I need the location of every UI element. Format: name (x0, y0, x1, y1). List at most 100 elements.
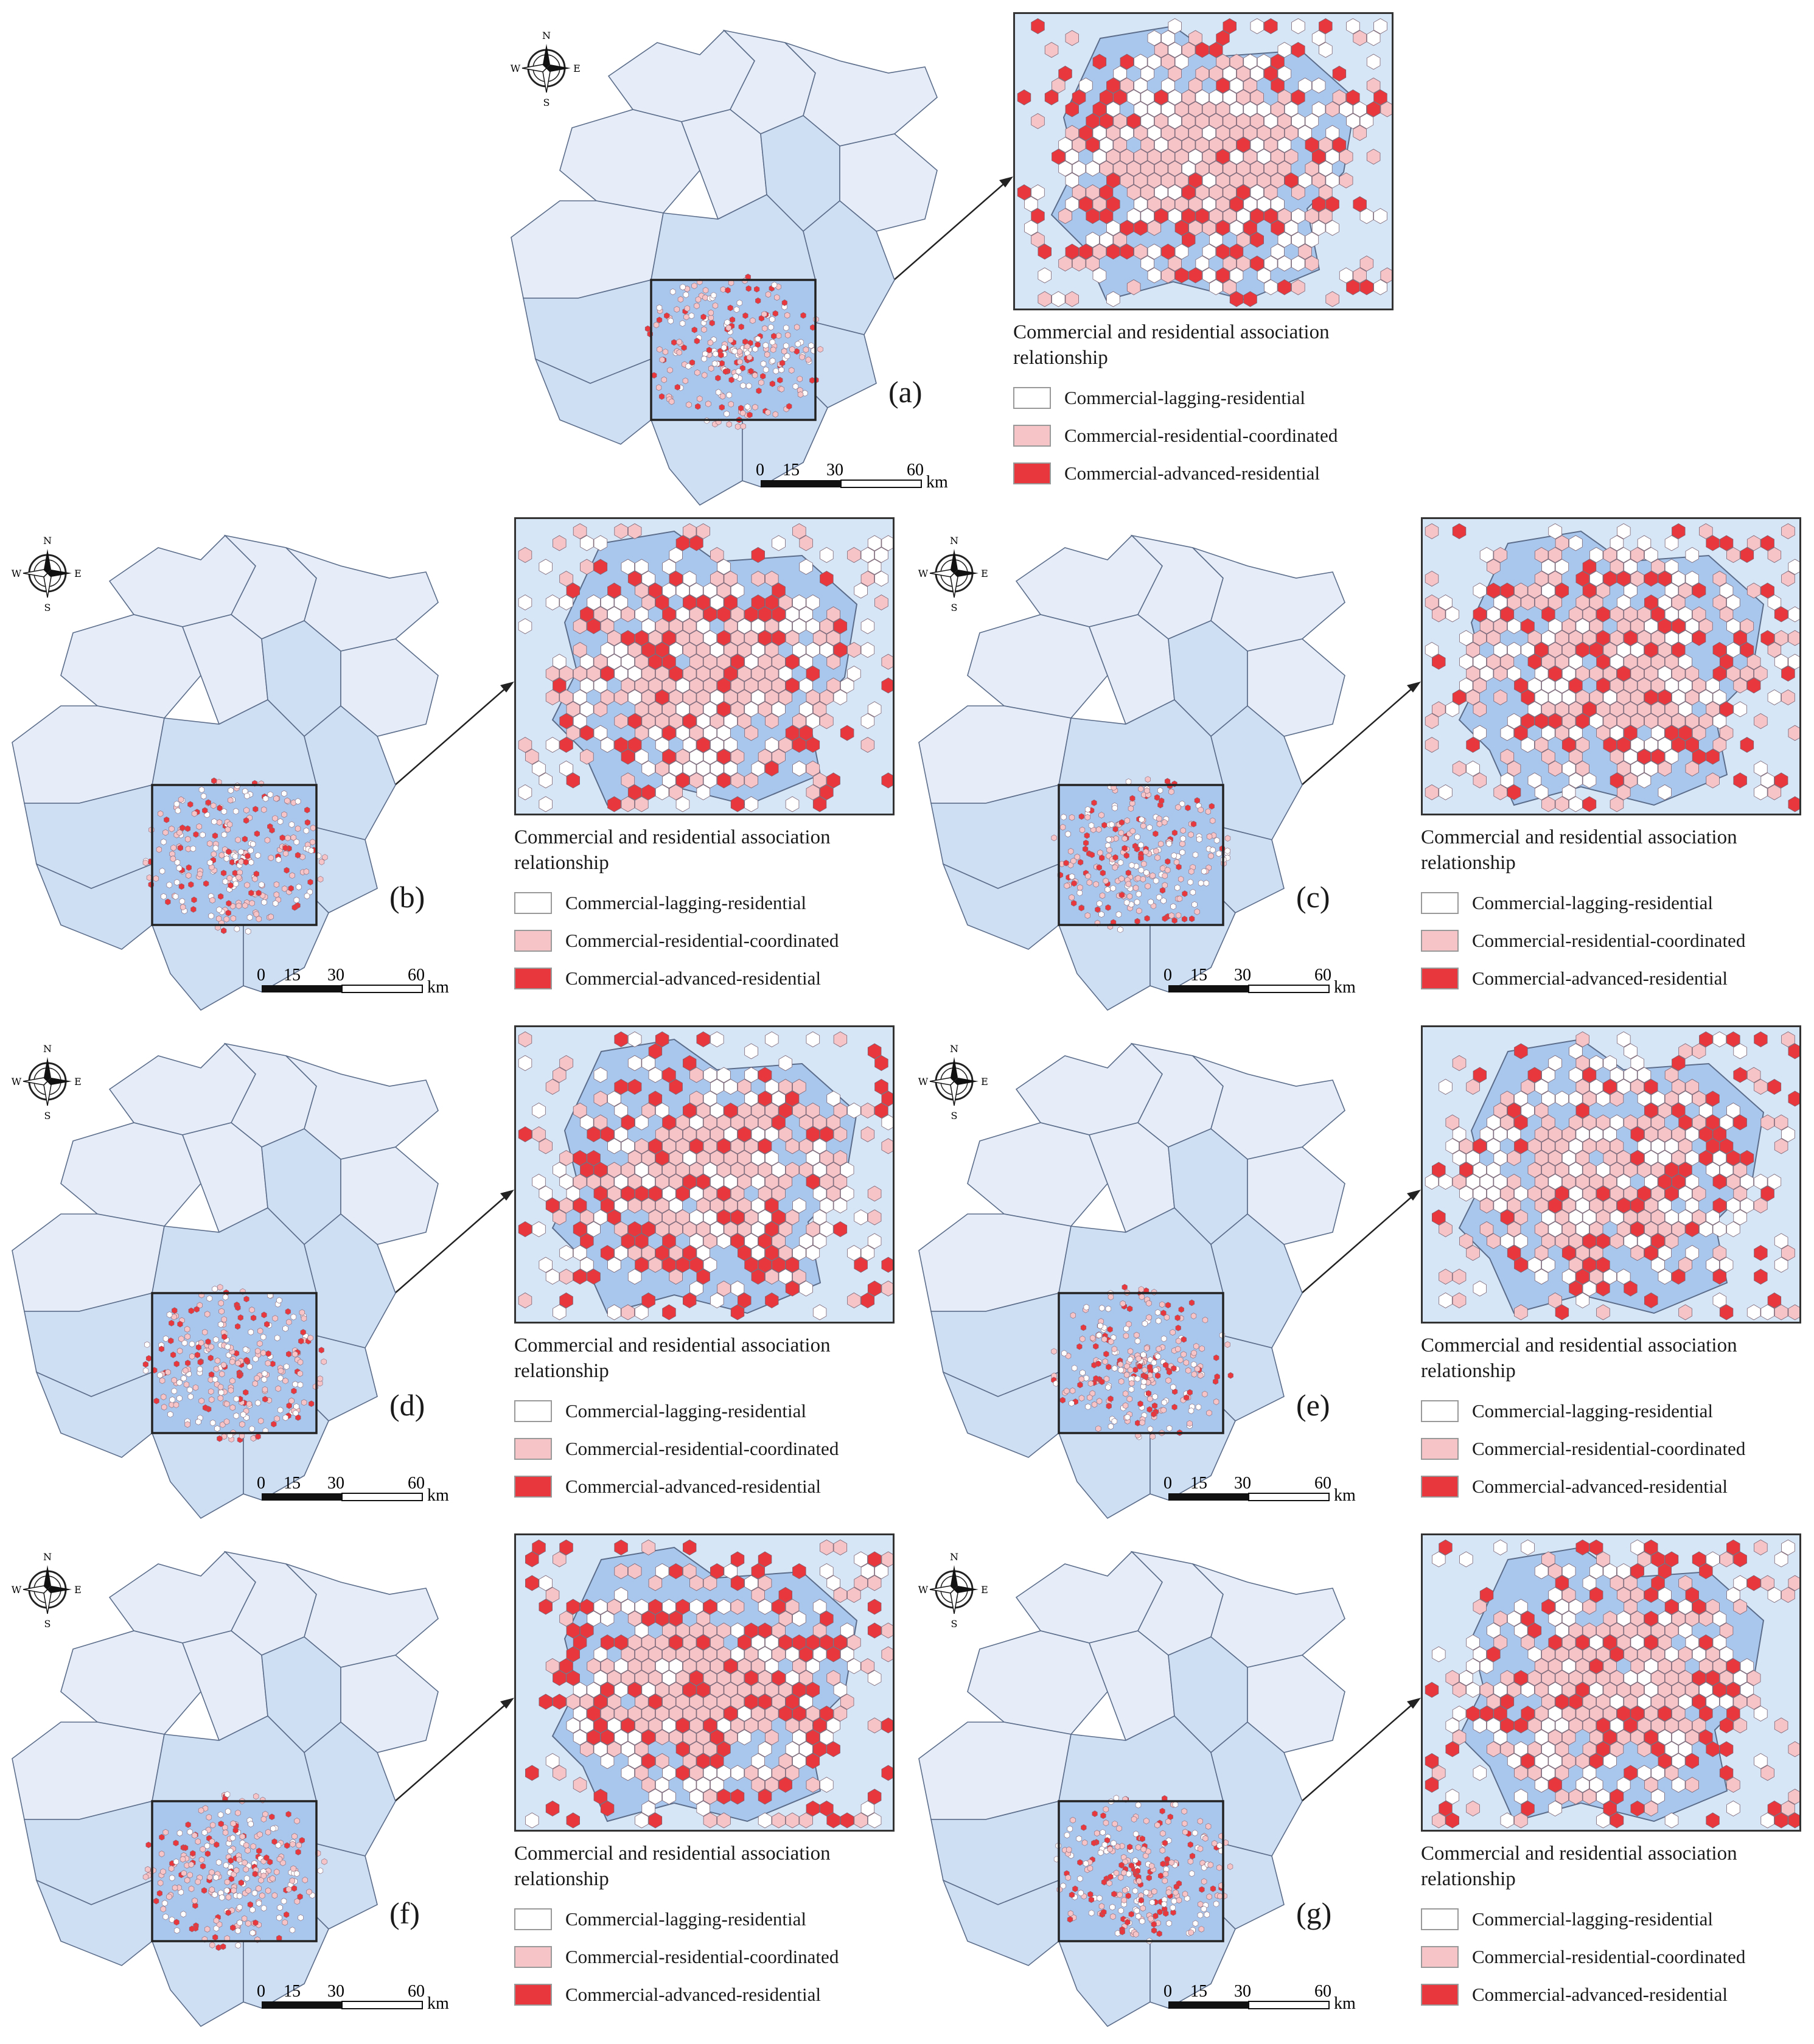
hex-cell (724, 1126, 738, 1142)
hex-cell (737, 1221, 752, 1237)
hex-cell (1569, 796, 1583, 812)
hex-cell (1223, 184, 1237, 200)
hex-cell (795, 341, 801, 347)
hex-cell (1569, 1185, 1583, 1202)
hex-cell (1658, 571, 1672, 587)
hex-cell (1596, 1209, 1610, 1226)
hex-cell (778, 1245, 793, 1261)
hex-cell (1165, 858, 1171, 865)
hex-cell (593, 1646, 608, 1662)
hex-cell (1096, 826, 1102, 833)
hex-cell (243, 1842, 249, 1849)
hex-cell (277, 1375, 284, 1382)
hex-cell (1644, 1292, 1658, 1308)
hex-cell (662, 606, 676, 623)
hex-cell (1754, 1540, 1768, 1555)
hex-cell (1589, 1174, 1603, 1190)
hex-cell (1500, 1693, 1515, 1710)
hex-cell (1493, 1729, 1507, 1745)
hex-cell (1541, 559, 1555, 575)
hex-cell (689, 1717, 703, 1734)
hex-cell (1746, 1067, 1761, 1083)
hex-cell (307, 888, 313, 896)
hex-cell (1140, 1846, 1146, 1853)
compass-s: S (44, 602, 51, 613)
hex-cell (656, 304, 663, 312)
hex-cell (799, 1280, 813, 1297)
hex-cell (1685, 1634, 1700, 1650)
hex-cell (689, 582, 703, 599)
hex-cell (1137, 1400, 1143, 1407)
hex-cell (1726, 1174, 1740, 1190)
hex-cell (1664, 1741, 1679, 1757)
hex-cell (840, 1693, 854, 1710)
hex-cell (207, 859, 213, 867)
hex-cell (238, 858, 244, 865)
hex-cell (184, 1326, 190, 1333)
hex-cell (1610, 1138, 1624, 1154)
hex-cell (1373, 18, 1387, 34)
hex-cell (1149, 1899, 1156, 1906)
hex-cell (1616, 1777, 1631, 1793)
hex-cell (1168, 788, 1174, 795)
hex-cell (1569, 1067, 1583, 1083)
hex-cell (725, 287, 731, 294)
hex-cell (772, 630, 786, 646)
hex-cell (1610, 1717, 1624, 1734)
hex-cell (778, 689, 793, 705)
hex-cell (184, 1333, 190, 1340)
hex-cell (792, 761, 806, 776)
hex-cell (243, 1389, 249, 1396)
hex-cell (820, 1706, 834, 1721)
hex-cell (682, 737, 697, 753)
hex-cell (1521, 1634, 1535, 1650)
hex-cell (1125, 881, 1132, 888)
hex-cell (593, 1185, 608, 1202)
hex-cell (1148, 1915, 1154, 1922)
hex-cell (1672, 1221, 1686, 1237)
hex-cell (1651, 1575, 1665, 1591)
hex-cell (1555, 1670, 1569, 1686)
hex-cell (1507, 1245, 1521, 1261)
hex-cell (1692, 1114, 1706, 1131)
hex-cell (1181, 1808, 1187, 1815)
hex-cell (635, 677, 649, 694)
hex-cell (1699, 1706, 1713, 1721)
hex-cell (217, 1811, 224, 1818)
hex-cell (1196, 836, 1202, 843)
hex-cell (1098, 1849, 1104, 1856)
hex-cell (662, 725, 676, 741)
scale-tick: 60 (408, 1982, 425, 2001)
hex-cell (559, 713, 573, 729)
scale-tick: 60 (907, 461, 924, 480)
hex-cell (1706, 701, 1720, 717)
hex-cell (1243, 172, 1257, 189)
hex-cell (1366, 54, 1381, 70)
hex-cell (746, 354, 753, 361)
hex-cell (1610, 1812, 1624, 1829)
hex-cell (744, 1090, 758, 1107)
hex-cell (1153, 848, 1159, 854)
hex-cell (1194, 1366, 1201, 1372)
hex-cell (232, 881, 239, 887)
hex-cell (1624, 1765, 1638, 1781)
hex-cell (760, 372, 766, 380)
hex-cell (881, 1622, 893, 1639)
legend-swatch (514, 1400, 552, 1422)
hex-cell (1113, 66, 1127, 82)
legend-swatch (514, 968, 552, 989)
hex-cell (1431, 1765, 1446, 1781)
hex-cell (772, 1114, 786, 1131)
hex-cell (772, 1670, 786, 1686)
hex-cell (1541, 1599, 1555, 1615)
hex-cell (269, 827, 275, 834)
hex-cell (1534, 713, 1549, 729)
hex-cell (812, 1304, 827, 1320)
hex-cell (1291, 113, 1305, 129)
hex-cell (1176, 863, 1182, 871)
hex-cell (553, 1304, 567, 1320)
hex-cell (1692, 606, 1706, 623)
hex-cell (826, 1090, 840, 1107)
hex-cell (1134, 125, 1148, 141)
hex-cell (1182, 1829, 1188, 1836)
